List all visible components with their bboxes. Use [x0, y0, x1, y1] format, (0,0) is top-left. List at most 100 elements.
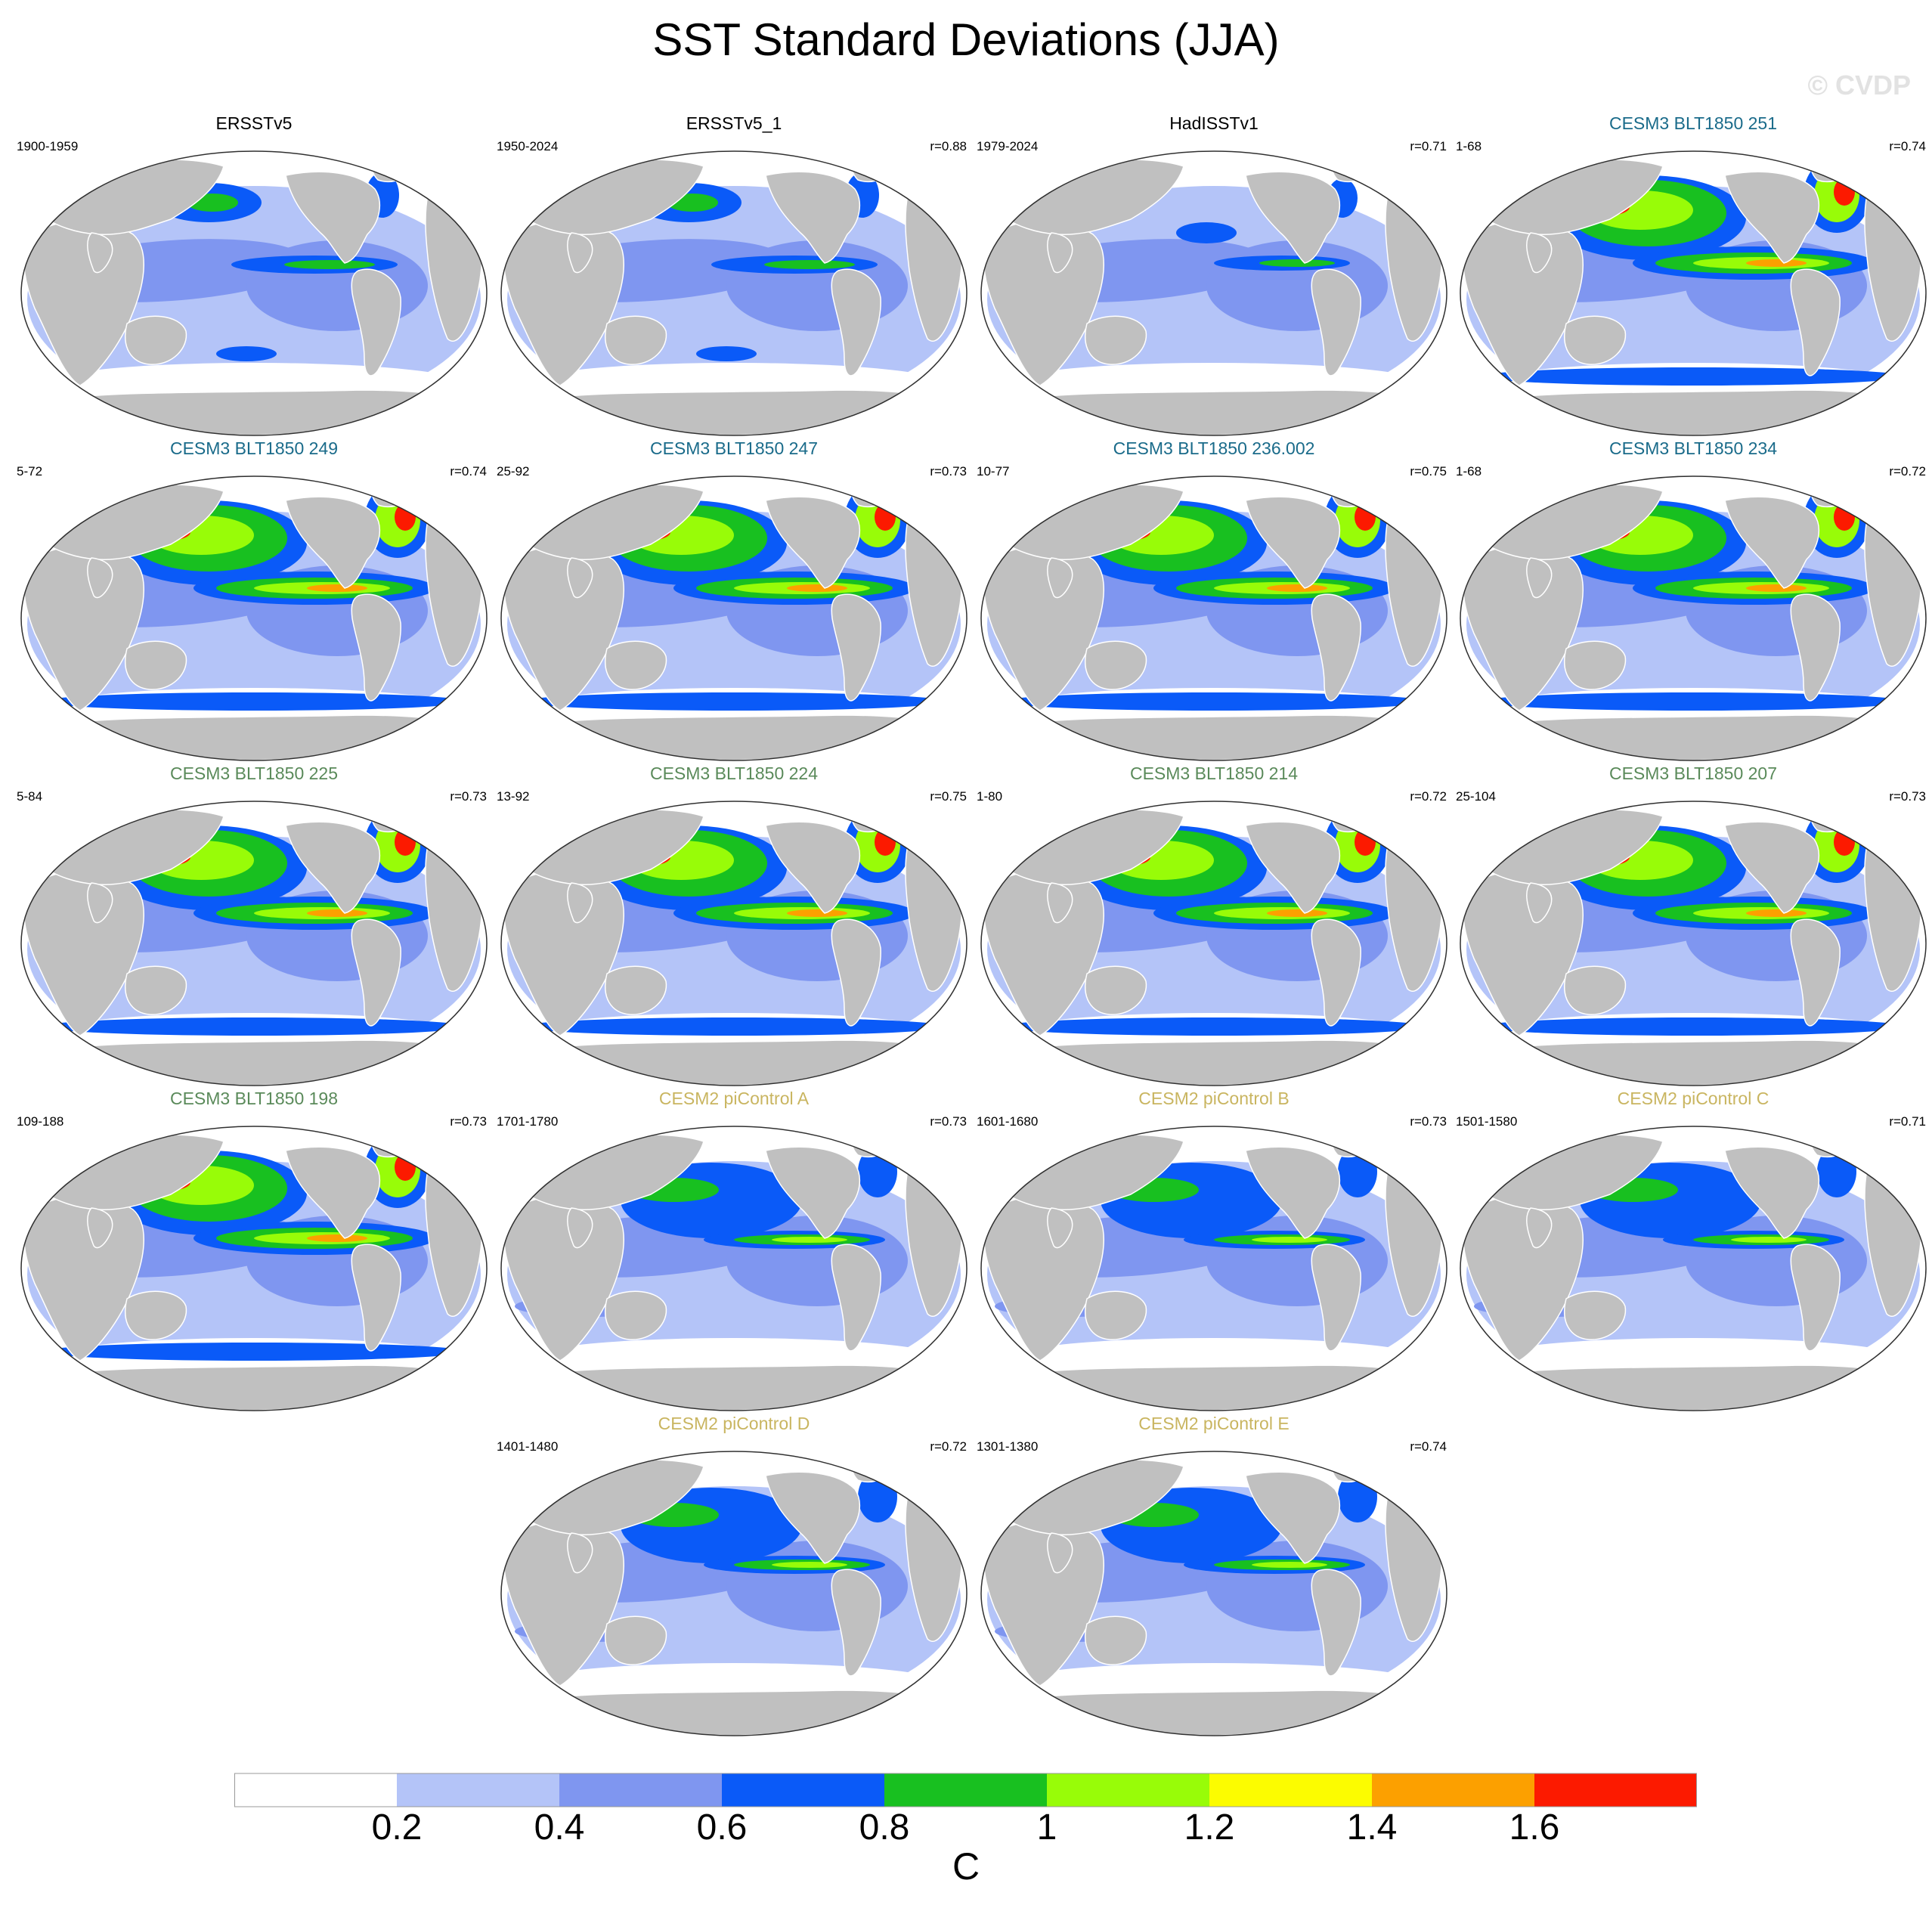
north-america-landmass: [1245, 171, 1341, 264]
panel-pattern-correlation: r=0.73: [1889, 789, 1926, 804]
colorbar-segment: [559, 1773, 722, 1807]
map-content: [983, 1134, 1444, 1411]
cvdp-watermark: © CVDP: [1807, 70, 1911, 101]
map-content: [23, 807, 484, 1086]
panel-period: 5-72: [17, 464, 43, 479]
south-america-landmass: [351, 918, 401, 1027]
sst-stddev-contour: [875, 829, 896, 856]
robinson-map: [980, 1451, 1447, 1736]
map-panel: CESM3 BLT1850 236.002 10-77 r=0.75: [974, 438, 1454, 764]
australia-landmass: [1563, 315, 1627, 365]
panel-pattern-correlation: r=0.74: [1410, 1439, 1447, 1454]
australia-landmass: [1084, 965, 1147, 1015]
colorbar-tick-label: 1: [1037, 1807, 1057, 1841]
robinson-map: [980, 475, 1447, 761]
australia-landmass: [604, 315, 667, 365]
map-panel: CESM3 BLT1850 198 109-188 r=0.73: [14, 1089, 494, 1414]
colorbar-tick-label: 0.4: [534, 1807, 585, 1841]
map-content: [1462, 157, 1923, 435]
sst-stddev-contour: [1252, 1237, 1327, 1243]
panel-pattern-correlation: r=0.73: [930, 464, 967, 479]
robinson-map: [1460, 475, 1927, 761]
sst-stddev-contour: [772, 1237, 847, 1243]
australia-landmass: [1084, 640, 1147, 690]
map-panel: CESM3 BLT1850 234 1-68 r=0.72: [1453, 438, 1932, 764]
map-panel: CESM3 BLT1850 225 5-84 r=0.73: [14, 764, 494, 1089]
panel-pattern-correlation: r=0.71: [1410, 139, 1447, 153]
sst-stddev-contour: [1834, 829, 1855, 856]
australia-landmass: [124, 640, 187, 690]
sst-stddev-contour: [772, 1562, 847, 1568]
south-america-landmass: [831, 1569, 881, 1677]
south-america-landmass: [1311, 1569, 1361, 1677]
india-landmass: [1047, 882, 1073, 924]
panel-title: ERSSTv5_1: [686, 113, 782, 133]
north-america-landmass: [1724, 496, 1820, 589]
panel-pattern-correlation: r=0.88: [930, 139, 967, 153]
north-america-landmass: [1245, 1146, 1341, 1239]
south-america-landmass: [1311, 268, 1361, 376]
india-landmass: [1047, 557, 1073, 599]
north-america-landmass: [1245, 821, 1341, 914]
south-america-landmass: [1790, 268, 1841, 376]
panel-title: ERSSTv5: [215, 113, 293, 133]
map-content: [503, 807, 964, 1086]
map-outline: [500, 801, 968, 1086]
antarctica-landmass: [528, 1364, 955, 1411]
panel-period: 1501-1580: [1456, 1114, 1518, 1129]
antarctica-landmass: [528, 714, 955, 760]
antarctica-landmass: [48, 1039, 475, 1086]
sst-stddev-contour: [307, 1234, 367, 1242]
north-america-landmass: [285, 496, 381, 589]
north-america-landmass: [765, 171, 861, 264]
sst-stddev-contour: [395, 503, 416, 531]
north-america-landmass: [765, 1146, 861, 1239]
australia-landmass: [604, 965, 667, 1015]
map-outline: [980, 475, 1447, 761]
panel-pattern-correlation: r=0.72: [1410, 789, 1447, 804]
colorbar: 0.2 0.4 0.6 0.8 1 1.2 1.4 1.6: [234, 1773, 1697, 1841]
antarctica-landmass: [48, 714, 475, 760]
sst-stddev-contour: [307, 909, 367, 917]
north-america-landmass: [765, 821, 861, 914]
south-america-landmass: [351, 593, 401, 702]
sst-stddev-contour: [1259, 259, 1335, 267]
panel-period: 1301-1380: [977, 1439, 1039, 1454]
map-content: [1462, 807, 1923, 1086]
australia-landmass: [604, 1290, 667, 1340]
sst-stddev-contour: [1482, 367, 1905, 386]
map-outline: [20, 1126, 488, 1411]
panel-pattern-correlation: r=0.74: [450, 464, 487, 479]
colorbar-tick-label: 0.2: [372, 1807, 423, 1841]
panel-pattern-correlation: r=0.73: [450, 1114, 487, 1129]
panel-period: 1-68: [1456, 139, 1482, 153]
australia-landmass: [604, 1615, 667, 1665]
india-landmass: [567, 882, 593, 924]
map-panel: CESM2 piControl E 1301-1380 r=0.74: [974, 1414, 1454, 1739]
south-america-landmass: [831, 593, 881, 702]
robinson-map: [500, 801, 968, 1086]
panel-title: CESM3 BLT1850 198: [169, 1089, 339, 1108]
colorbar-segment: [397, 1773, 559, 1807]
australia-landmass: [124, 315, 187, 365]
north-america-landmass: [285, 821, 381, 914]
south-america-landmass: [1311, 918, 1361, 1027]
robinson-map: [20, 1126, 488, 1411]
panel-title: CESM3 BLT1850 251: [1608, 113, 1778, 133]
map-content: [983, 159, 1444, 435]
map-content: [983, 807, 1444, 1086]
panel-title: CESM2 piControl E: [1138, 1414, 1290, 1433]
panel-period: 1900-1959: [17, 139, 79, 153]
robinson-map: [980, 1126, 1447, 1411]
panel-period: 1-80: [977, 789, 1003, 804]
robinson-map: [1460, 1126, 1927, 1411]
sst-stddev-contour: [395, 829, 416, 856]
colorbar-segment: [884, 1773, 1047, 1807]
robinson-map: [1460, 150, 1927, 436]
robinson-map: [20, 150, 488, 436]
australia-landmass: [604, 640, 667, 690]
panel-period: 109-188: [17, 1114, 64, 1129]
robinson-map: [500, 1126, 968, 1411]
map-outline: [980, 1451, 1447, 1736]
panel-title: CESM2 piControl B: [1138, 1089, 1290, 1108]
